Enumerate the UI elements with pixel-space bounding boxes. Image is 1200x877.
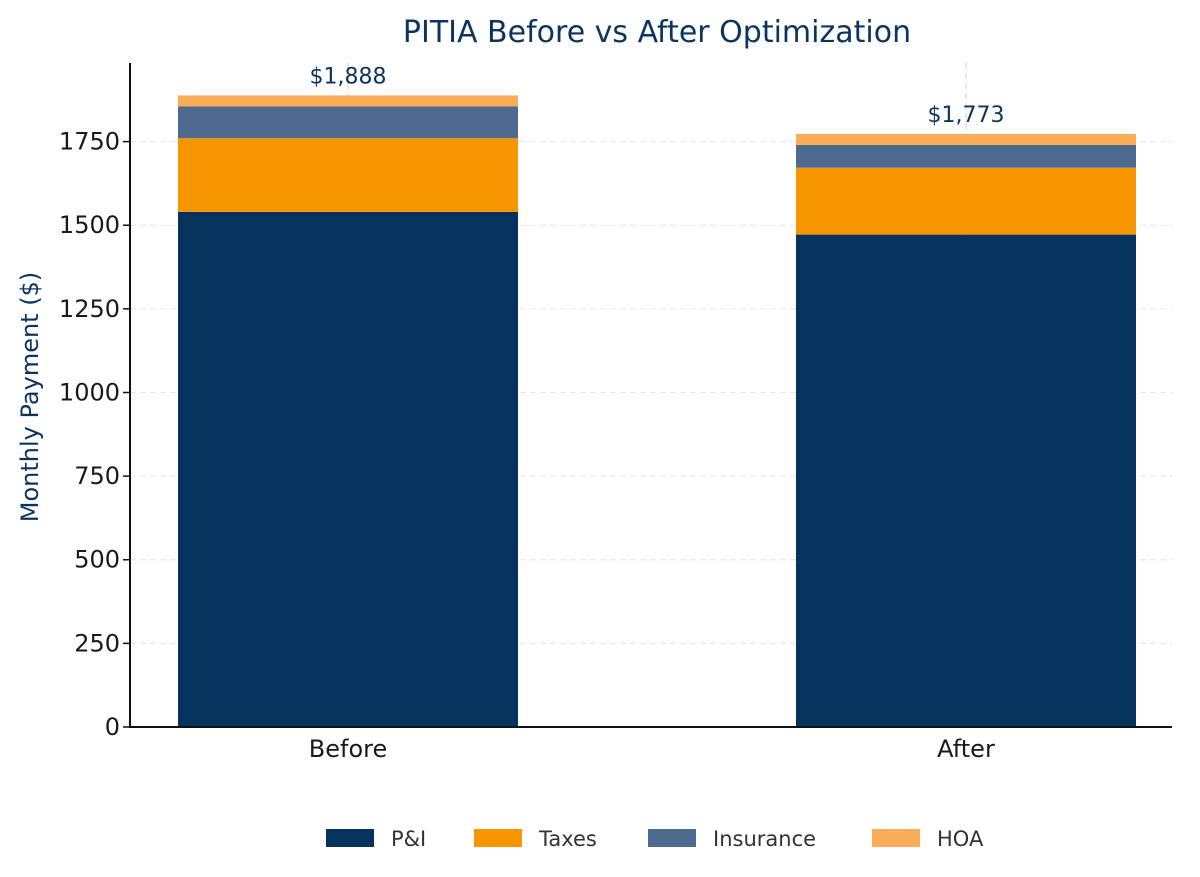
- y-ticks: 0 250 500 750 1000 1250 1500 1750: [59, 128, 130, 741]
- x-tick-label-before: Before: [309, 735, 387, 763]
- total-label-after: $1,773: [928, 103, 1005, 128]
- y-axis-label: Monthly Payment ($): [16, 272, 44, 522]
- y-tick-label: 250: [74, 629, 120, 657]
- y-tick-label: 1000: [59, 378, 120, 406]
- legend-swatch-insurance: [648, 829, 696, 847]
- bar-segment-taxes-after: [796, 167, 1136, 235]
- legend-swatch-p-i: [326, 829, 374, 847]
- bar-segment-hoa-after: [796, 133, 1136, 145]
- legend-label-insurance: Insurance: [713, 827, 816, 851]
- legend-label-hoa: HOA: [937, 827, 984, 851]
- y-tick-label: 1750: [59, 128, 120, 156]
- bars: [178, 95, 1136, 727]
- bar-segment-insurance-after: [796, 144, 1136, 168]
- total-labels: $1,888 $1,773: [310, 64, 1005, 127]
- y-tick-label: 500: [74, 546, 120, 574]
- legend: P&I Taxes Insurance HOA: [326, 827, 984, 851]
- axes: [129, 63, 1172, 728]
- total-label-before: $1,888: [310, 64, 387, 89]
- y-tick-label: 0: [105, 713, 120, 741]
- y-tick-label: 750: [74, 462, 120, 490]
- chart-title: PITIA Before vs After Optimization: [403, 15, 911, 50]
- bar-segment-insurance-before: [178, 106, 518, 139]
- legend-label-taxes: Taxes: [538, 827, 597, 851]
- legend-label-p-i: P&I: [391, 827, 426, 851]
- bar-segment-hoa-before: [178, 95, 518, 107]
- y-tick-label: 1500: [59, 211, 120, 239]
- bar-segment-taxes-before: [178, 138, 518, 212]
- legend-swatch-hoa: [872, 829, 920, 847]
- bar-segment-p-i-after: [796, 234, 1136, 727]
- x-tick-label-after: After: [937, 735, 995, 763]
- legend-swatch-taxes: [474, 829, 522, 847]
- bar-segment-p-i-before: [178, 211, 518, 727]
- y-tick-label: 1250: [59, 295, 120, 323]
- x-categories: Before After: [309, 735, 995, 763]
